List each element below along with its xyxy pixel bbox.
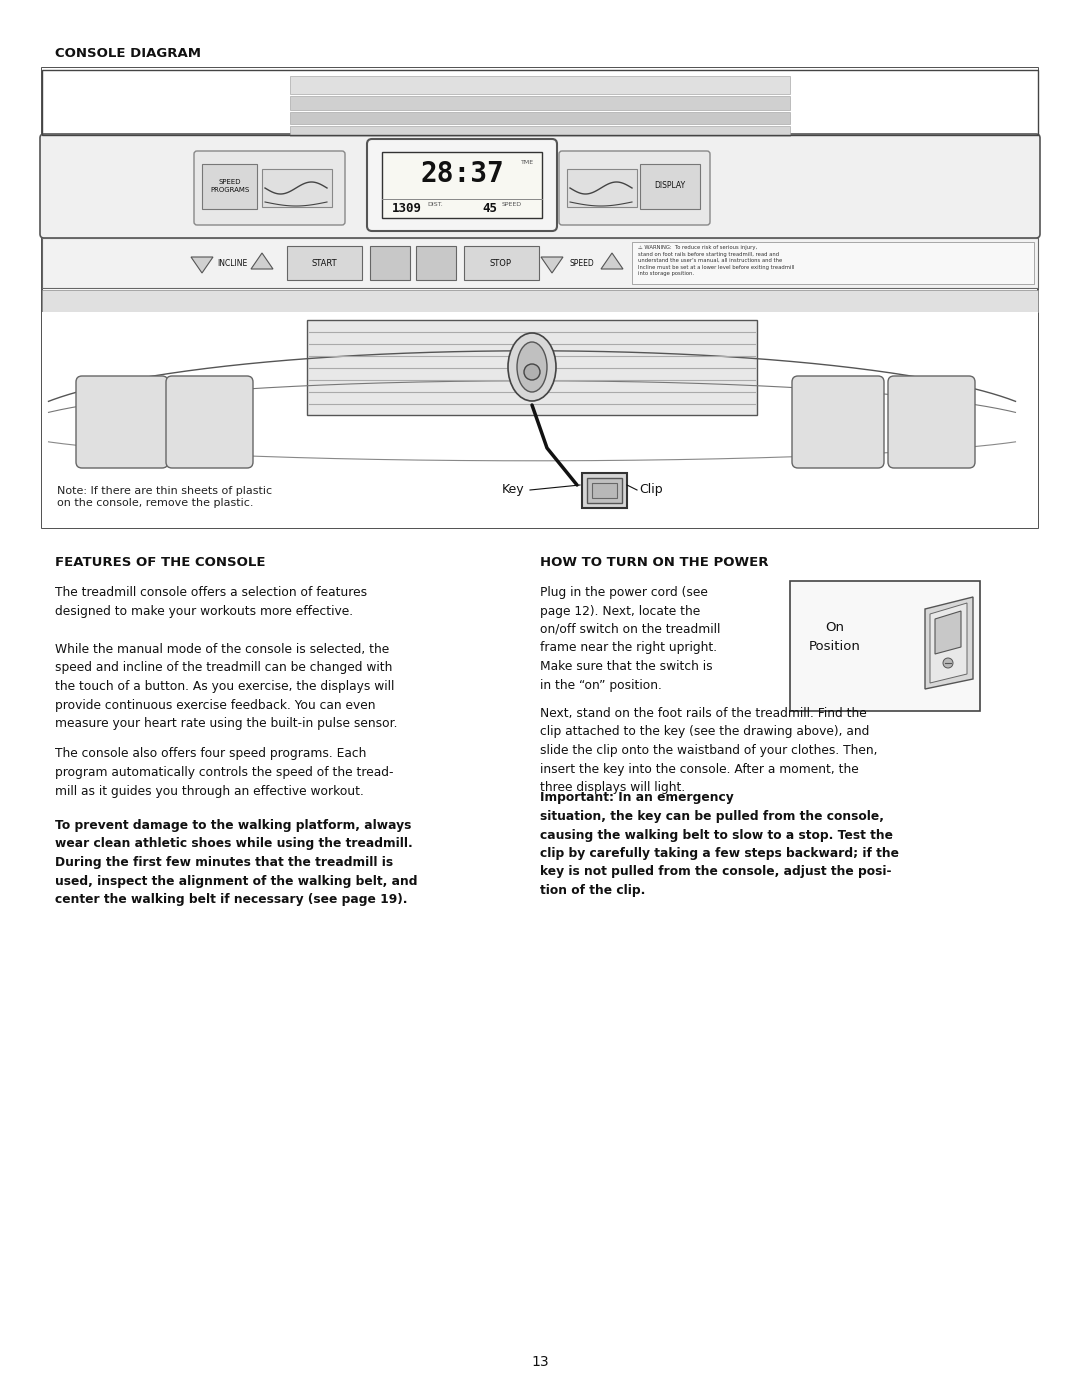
Polygon shape — [541, 257, 563, 272]
Bar — [287, 246, 362, 279]
Bar — [202, 163, 257, 210]
Text: Clip: Clip — [639, 483, 663, 496]
Text: DISPLAY: DISPLAY — [654, 182, 686, 190]
Text: The console also offers four speed programs. Each
program automatically controls: The console also offers four speed progr… — [55, 747, 393, 798]
Text: ⚠ WARNING:  To reduce risk of serious injury,
stand on foot rails before startin: ⚠ WARNING: To reduce risk of serious inj… — [638, 244, 795, 277]
Polygon shape — [930, 604, 967, 683]
Text: SPEED: SPEED — [502, 203, 522, 207]
Bar — [291, 112, 789, 124]
Polygon shape — [935, 610, 961, 654]
FancyBboxPatch shape — [166, 376, 253, 468]
Bar — [291, 75, 789, 94]
Polygon shape — [600, 253, 623, 270]
Bar — [262, 169, 332, 207]
Circle shape — [524, 365, 540, 380]
FancyBboxPatch shape — [559, 151, 710, 225]
Text: FEATURES OF THE CONSOLE: FEATURES OF THE CONSOLE — [55, 556, 266, 569]
Bar — [588, 478, 622, 503]
Bar — [640, 163, 700, 210]
FancyBboxPatch shape — [40, 134, 1040, 237]
Polygon shape — [191, 257, 213, 272]
Polygon shape — [251, 253, 273, 270]
Text: START: START — [311, 258, 337, 267]
Bar — [42, 68, 1038, 168]
Text: Next, stand on the foot rails of the treadmill. Find the
clip attached to the ke: Next, stand on the foot rails of the tre… — [540, 707, 877, 793]
Bar — [464, 246, 539, 279]
Ellipse shape — [517, 342, 546, 393]
FancyBboxPatch shape — [888, 376, 975, 468]
Bar — [416, 246, 456, 279]
FancyBboxPatch shape — [194, 151, 345, 225]
Text: To prevent damage to the walking platform, always
wear clean athletic shoes whil: To prevent damage to the walking platfor… — [55, 819, 418, 907]
Polygon shape — [924, 597, 973, 689]
Text: DIST.: DIST. — [427, 203, 443, 207]
FancyBboxPatch shape — [792, 376, 885, 468]
Text: 28:37: 28:37 — [420, 161, 504, 189]
Bar — [42, 70, 1038, 136]
Text: 45: 45 — [482, 203, 497, 215]
Bar — [567, 169, 637, 207]
Bar — [42, 312, 1038, 528]
FancyBboxPatch shape — [76, 376, 168, 468]
Circle shape — [943, 658, 953, 668]
Text: 13: 13 — [531, 1355, 549, 1369]
Text: CONSOLE DIAGRAM: CONSOLE DIAGRAM — [55, 47, 201, 60]
Text: Plug in the power cord (see
page 12). Next, locate the
on/off switch on the trea: Plug in the power cord (see page 12). Ne… — [540, 585, 720, 692]
Bar — [42, 237, 1038, 288]
Text: Note: If there are thin sheets of plastic
on the console, remove the plastic.: Note: If there are thin sheets of plasti… — [57, 486, 272, 507]
Text: STOP: STOP — [490, 258, 512, 267]
Ellipse shape — [508, 332, 556, 401]
Text: While the manual mode of the console is selected, the
speed and incline of the t: While the manual mode of the console is … — [55, 643, 397, 731]
Bar — [582, 474, 627, 509]
Text: INCLINE: INCLINE — [217, 258, 247, 267]
FancyBboxPatch shape — [367, 138, 557, 231]
Bar — [291, 96, 789, 110]
Text: Important: In an emergency
situation, the key can be pulled from the console,
ca: Important: In an emergency situation, th… — [540, 792, 899, 897]
Bar — [632, 242, 1034, 284]
Text: SPEED
PROGRAMS: SPEED PROGRAMS — [211, 179, 249, 193]
Text: Key: Key — [502, 483, 525, 496]
Bar — [789, 581, 980, 711]
Text: TME: TME — [521, 161, 534, 165]
Text: SPEED: SPEED — [569, 258, 594, 267]
Text: 1309: 1309 — [392, 203, 422, 215]
Text: HOW TO TURN ON THE POWER: HOW TO TURN ON THE POWER — [540, 556, 769, 569]
Bar — [592, 483, 617, 497]
Text: The treadmill console offers a selection of features
designed to make your worko: The treadmill console offers a selection… — [55, 585, 367, 617]
Bar — [291, 126, 789, 136]
Bar — [42, 68, 1038, 528]
Bar — [370, 246, 410, 279]
Bar — [307, 320, 757, 415]
Bar — [42, 291, 1038, 312]
Text: On
Position: On Position — [809, 622, 861, 652]
Bar — [382, 152, 542, 218]
